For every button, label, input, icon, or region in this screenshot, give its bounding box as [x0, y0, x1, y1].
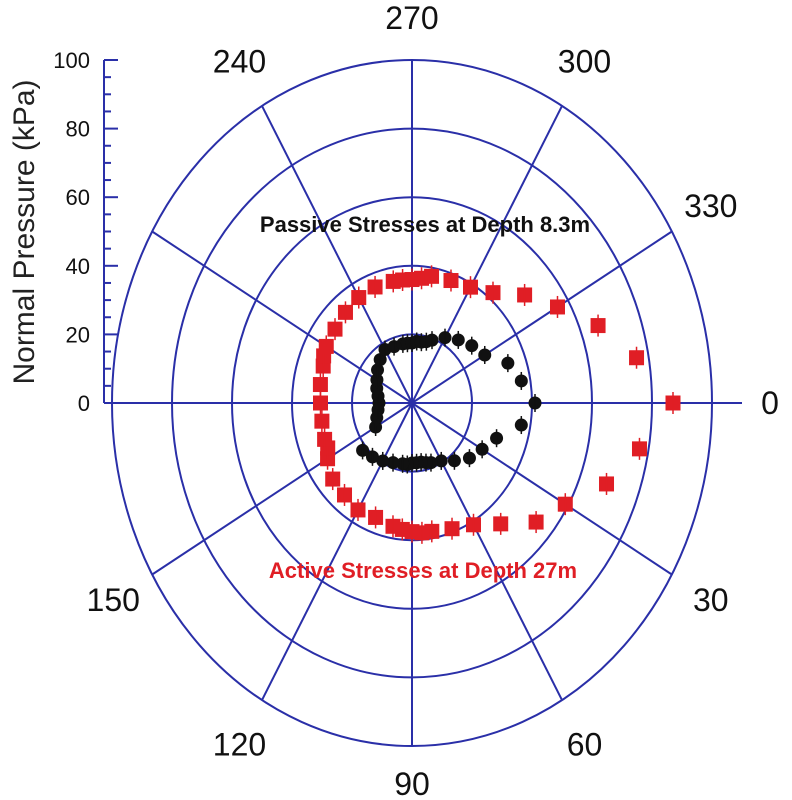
radial-axis: 0 20 40 60 80 100: [53, 48, 118, 416]
series-active: [312, 265, 681, 544]
angular-tick-labels: 0 30 60 90 120 150 240 270 300 330: [87, 0, 779, 800]
grid-spoke-240: [261, 105, 413, 404]
radial-tick-label: 20: [66, 322, 90, 347]
annotation-passive: Passive Stresses at Depth 8.3m: [260, 212, 590, 237]
radial-tick-label: 0: [78, 391, 90, 416]
grid-spoke-120: [261, 402, 413, 701]
grid-spoke-60: [411, 402, 563, 701]
radial-tick-label: 40: [66, 254, 90, 279]
annotation-active: Active Stresses at Depth 27m: [269, 558, 577, 583]
angle-label-0: 0: [761, 385, 779, 421]
angle-label-330: 330: [684, 188, 737, 224]
grid-spoke-330: [411, 230, 673, 404]
polar-grid: [111, 59, 742, 747]
series-passive: [356, 328, 542, 474]
y-axis-label: Normal Pressure (kPa): [8, 79, 41, 384]
grid-spoke-300: [411, 105, 563, 404]
angle-label-90: 90: [394, 766, 430, 800]
grid-spoke-150: [151, 402, 413, 576]
angle-label-120: 120: [213, 727, 266, 763]
angle-label-240: 240: [213, 43, 266, 79]
angle-label-30: 30: [693, 582, 729, 618]
angle-label-270: 270: [385, 0, 438, 36]
radial-tick-label: 80: [66, 117, 90, 142]
data-series: [312, 265, 681, 544]
angle-label-150: 150: [87, 582, 140, 618]
angle-label-300: 300: [558, 43, 611, 79]
radial-tick-label: 60: [66, 185, 90, 210]
grid-spoke-30: [411, 402, 673, 576]
grid-spoke-210: [151, 230, 413, 404]
radial-tick-label: 100: [53, 48, 90, 73]
angle-label-60: 60: [567, 727, 603, 763]
